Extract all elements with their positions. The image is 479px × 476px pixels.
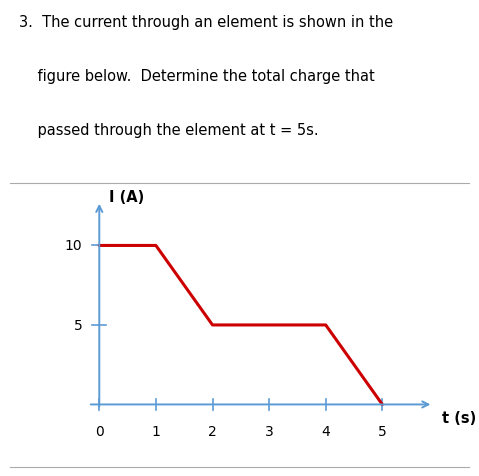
Text: figure below.  Determine the total charge that: figure below. Determine the total charge…	[19, 69, 375, 84]
Text: 2: 2	[208, 424, 217, 437]
Text: I (A): I (A)	[110, 189, 145, 204]
Text: 3.  The current through an element is shown in the: 3. The current through an element is sho…	[19, 14, 393, 30]
Text: 4: 4	[321, 424, 330, 437]
Text: 0: 0	[95, 424, 103, 437]
Text: 5: 5	[74, 318, 82, 332]
Text: t (s): t (s)	[442, 411, 476, 426]
Text: 10: 10	[65, 239, 82, 253]
Text: 1: 1	[151, 424, 160, 437]
Text: 5: 5	[378, 424, 387, 437]
Text: 3: 3	[265, 424, 274, 437]
Text: passed through the element at t = 5s.: passed through the element at t = 5s.	[19, 123, 319, 138]
